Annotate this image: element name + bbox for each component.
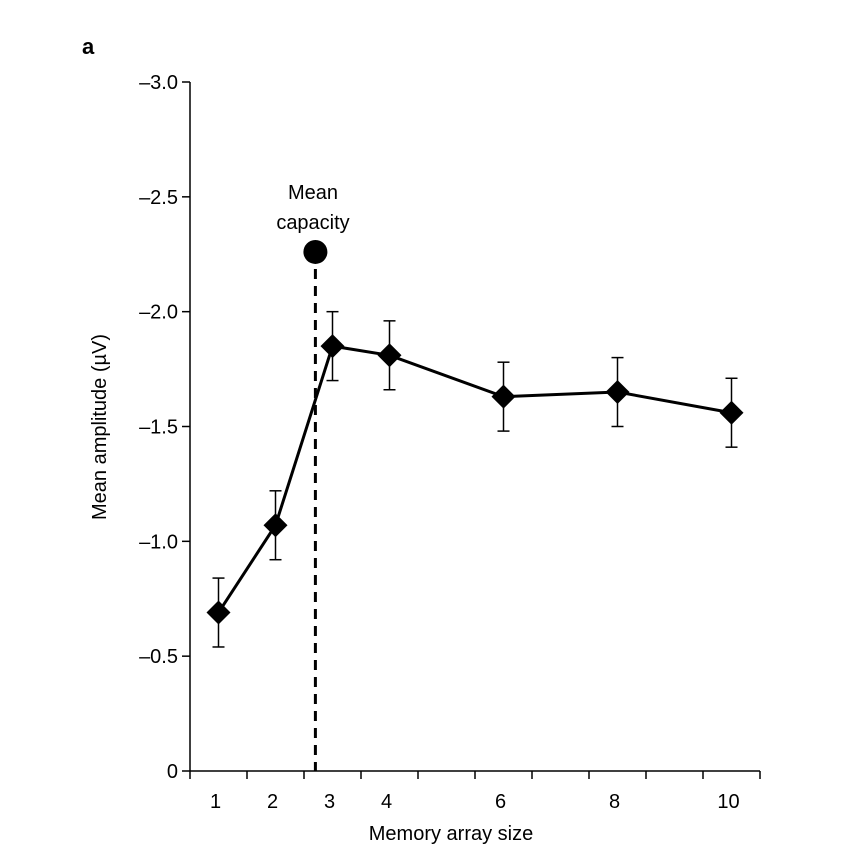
data-point-diamond [263,513,288,538]
data-point-diamond [605,380,630,405]
x-tick-label: 10 [717,791,739,813]
x-tick-label: 6 [495,791,506,813]
x-tick-label: 8 [609,791,620,813]
y-tick-label: –0.5 [139,646,178,668]
y-tick-label: 0 [167,761,178,783]
axes: 0 –0.5 –1.0 –1.5 –2.0 –2.5 –3.0 1 2 3 4 6 8 10 [139,72,761,813]
data-point-diamond [320,334,345,359]
panel-label: a [82,34,95,59]
data-point-diamond [206,600,231,625]
y-tick-label: –2.0 [139,302,178,324]
x-tick-label: 1 [210,791,221,813]
series-line [217,344,732,614]
annotation-line2: capacity [276,212,349,234]
x-tick-label: 3 [324,791,335,813]
y-axis-label: Mean amplitude (µV) [89,334,111,520]
y-tick-label: –1.5 [139,417,178,439]
y-tick-label: –2.5 [139,187,178,209]
x-tick-label: 2 [267,791,278,813]
x-tick-label: 4 [381,791,392,813]
data-point-diamond [719,400,744,425]
data-point-diamond [491,384,516,409]
y-tick-label: –1.0 [139,531,178,553]
marks [206,239,744,771]
data-point-diamond [377,343,402,368]
annotation-line1: Mean [288,182,338,204]
x-axis-label: Memory array size [369,823,533,845]
mean-capacity-marker [303,239,328,264]
y-tick-label: –3.0 [139,72,178,94]
